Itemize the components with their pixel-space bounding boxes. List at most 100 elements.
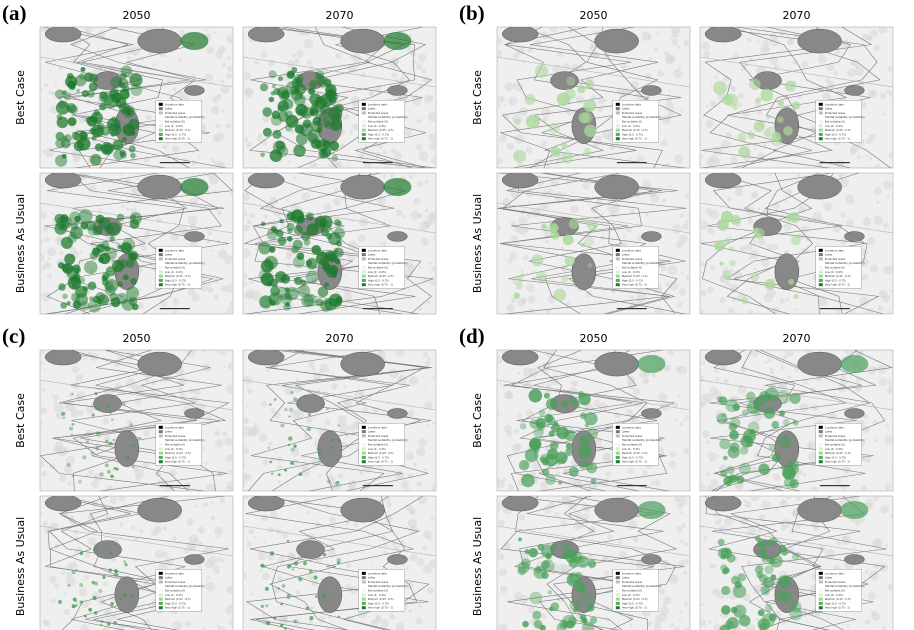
suitability — [581, 242, 586, 247]
terrain — [242, 283, 247, 288]
suitability — [306, 607, 309, 610]
terrain — [788, 38, 794, 44]
legend-text: Locations data — [165, 102, 184, 106]
suitability — [789, 479, 798, 488]
terrain — [49, 576, 57, 584]
legend-swatch — [616, 576, 620, 579]
legend-swatch — [819, 107, 823, 110]
suitability — [308, 413, 311, 416]
terrain — [75, 252, 77, 254]
suitability — [123, 593, 127, 597]
terrain — [327, 162, 335, 170]
lake — [844, 554, 864, 564]
suitability — [590, 596, 595, 601]
terrain — [240, 273, 247, 280]
suitability — [71, 392, 74, 395]
suitability — [288, 444, 290, 446]
suitability — [318, 149, 327, 158]
suitability — [562, 553, 569, 560]
terrain — [711, 564, 716, 569]
legend-text: High (0.5 - 0.75) — [622, 455, 643, 459]
suitability — [772, 453, 781, 462]
terrain — [47, 247, 56, 256]
suitability — [266, 621, 270, 625]
legend-text: Not suitable (0) — [368, 589, 388, 593]
terrain — [541, 141, 547, 147]
suitability — [746, 392, 756, 402]
terrain — [517, 372, 520, 375]
legend-text: Not suitable (0) — [165, 266, 185, 270]
terrain — [714, 76, 717, 79]
terrain — [165, 557, 174, 566]
legend-text: Very high (0.75 - 1) — [368, 460, 393, 464]
terrain — [64, 609, 70, 615]
terrain — [198, 527, 205, 534]
suitability — [123, 560, 126, 563]
suitability — [95, 143, 103, 151]
terrain — [593, 400, 601, 408]
suitability — [570, 599, 582, 611]
terrain — [632, 420, 635, 423]
suitability — [88, 281, 97, 290]
legend-text: Low (0 - 0.25) — [825, 270, 843, 274]
legend-text: Very high (0.75 - 1) — [622, 283, 647, 287]
terrain — [768, 359, 771, 362]
suitability — [757, 539, 766, 548]
legend-text: Lakes — [622, 576, 630, 580]
legend-text: Not suitable (0) — [825, 589, 845, 593]
terrain — [70, 190, 72, 192]
terrain — [91, 480, 99, 488]
terrain — [277, 517, 280, 520]
suitability — [288, 415, 290, 417]
suitability — [61, 412, 65, 416]
legend-swatch — [159, 602, 163, 605]
legend-swatch — [159, 283, 163, 286]
terrain — [243, 495, 248, 500]
suitability — [131, 214, 137, 220]
terrain — [417, 495, 427, 505]
lake — [184, 408, 204, 418]
legend-swatch — [616, 602, 620, 605]
terrain — [226, 73, 232, 79]
terrain — [418, 307, 422, 311]
terrain — [543, 505, 551, 513]
suitability — [130, 423, 133, 426]
terrain — [698, 567, 702, 571]
suitability — [80, 67, 85, 72]
terrain — [295, 590, 300, 595]
suitability — [287, 565, 291, 569]
terrain — [650, 194, 659, 203]
terrain — [663, 596, 671, 604]
terrain — [75, 374, 83, 382]
suitability — [133, 444, 137, 448]
suitability — [327, 480, 331, 484]
suitability — [180, 178, 208, 196]
terrain — [494, 225, 500, 231]
terrain — [432, 421, 435, 424]
terrain — [218, 46, 226, 54]
suitability — [335, 259, 341, 265]
terrain — [706, 440, 710, 444]
terrain — [665, 97, 672, 104]
suitability — [111, 418, 114, 421]
suitability — [117, 281, 123, 287]
lake — [248, 495, 284, 511]
terrain — [248, 529, 254, 535]
terrain — [433, 238, 435, 240]
legend-text: Not suitable (0) — [825, 120, 845, 124]
terrain — [389, 614, 395, 620]
terrain — [416, 63, 423, 70]
terrain — [204, 73, 213, 82]
lake — [138, 352, 182, 376]
legend-text: Low (0 - 0.25) — [165, 124, 183, 128]
terrain — [702, 116, 705, 119]
terrain — [178, 57, 182, 61]
terrain — [883, 223, 888, 228]
terrain — [783, 355, 788, 360]
terrain — [46, 263, 51, 268]
terrain — [588, 554, 593, 559]
terrain — [630, 296, 634, 300]
legend-swatch — [616, 257, 620, 260]
legend-swatch — [362, 103, 366, 106]
terrain — [555, 160, 560, 165]
